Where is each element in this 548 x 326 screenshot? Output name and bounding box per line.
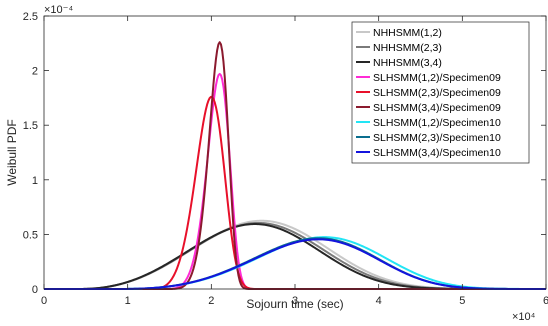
x-tick-label: 0 <box>41 295 47 307</box>
legend: NHHSMM(1,2) NHHSMM(2,3) NHHSMM(3,4) SLHSMM(… <box>351 21 530 164</box>
x-tick-label: 1 <box>125 295 131 307</box>
x-axis-multiplier: ×10⁴ <box>512 311 536 323</box>
x-tick-label: 4 <box>376 295 382 307</box>
legend-entry-label: SLHSMM(3,4)/Specimen10 <box>373 147 501 159</box>
y-tick-label: 2 <box>32 66 38 78</box>
legend-entry-label: SLHSMM(1,2)/Specimen09 <box>373 72 501 84</box>
x-tick-label: 5 <box>459 295 465 307</box>
x-tick-label: 3 <box>292 295 298 307</box>
x-tick-label: 6 <box>543 295 548 307</box>
y-tick-label: 0.5 <box>23 229 38 241</box>
y-tick-label: 1 <box>32 175 38 187</box>
y-tick-label: 2.5 <box>23 11 38 23</box>
x-axis-label: Sojourn time (sec) <box>246 297 343 311</box>
legend-entry-label: SLHSMM(2,3)/Specimen09 <box>373 87 501 99</box>
legend-entry-label: SLHSMM(2,3)/Specimen10 <box>373 132 501 144</box>
legend-entry-label: SLHSMM(1,2)/Specimen10 <box>373 117 501 129</box>
y-tick-label: 0 <box>32 284 38 296</box>
legend-entry-label: NHHSMM(1,2) <box>373 27 442 39</box>
legend-entry-label: NHHSMM(3,4) <box>373 57 442 69</box>
legend-entry-label: SLHSMM(3,4)/Specimen09 <box>373 102 501 114</box>
y-axis-label: Weibull PDF <box>5 119 19 185</box>
y-axis-multiplier: ×10⁻⁴ <box>44 4 73 16</box>
x-tick-label: 2 <box>208 295 214 307</box>
legend-box <box>351 21 530 164</box>
y-tick-label: 1.5 <box>23 120 38 132</box>
tick-layer: 0 1 2 3 4 5 6 0 0.5 1 1.5 2 2.5 <box>23 11 548 307</box>
legend-entry-label: NHHSMM(2,3) <box>373 42 442 54</box>
